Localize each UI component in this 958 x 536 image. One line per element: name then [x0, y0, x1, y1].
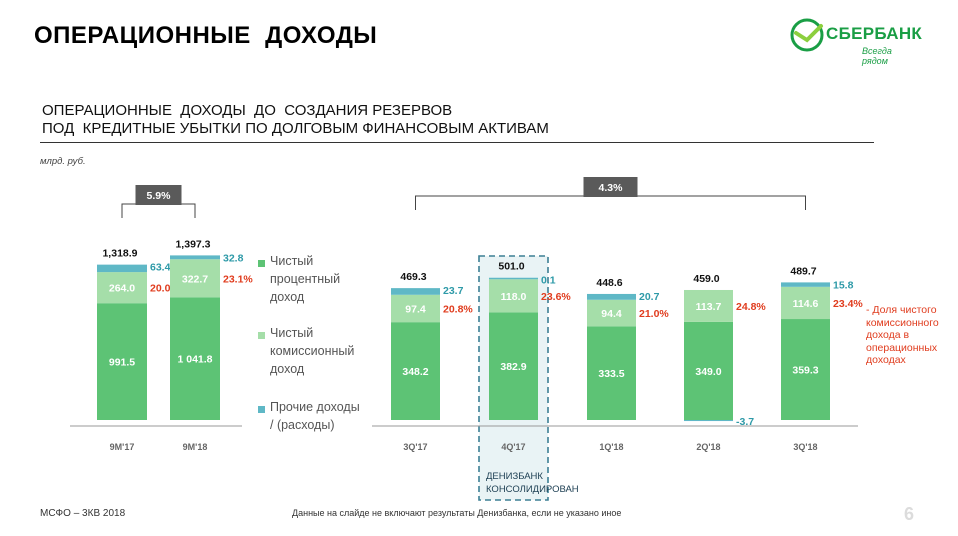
bar-other-4Q'17: [489, 277, 538, 280]
denizbank-label: ДЕНИЗБАНК КОНСОЛИДИРОВАН: [486, 471, 579, 495]
label-other-2Q'18: -3.7: [736, 416, 754, 428]
label-other-4Q'17: 0.1: [541, 275, 556, 287]
bar-other-3Q'18: [781, 282, 830, 287]
x-tick-2Q'18: 2Q'18: [696, 442, 720, 452]
bar-nii-9M'18: [170, 297, 220, 420]
bar-fee-2Q'18: [684, 289, 733, 322]
legend-swatch-nii: [258, 260, 265, 267]
label-other-3Q'18: 15.8: [833, 279, 854, 291]
label-fee-share-2Q'18: 24.8%: [736, 301, 766, 313]
chart-subtitle-line-2: ПОД КРЕДИТНЫЕ УБЫТКИ ПО ДОЛГОВЫМ ФИНАНСО…: [42, 120, 549, 137]
page-title: ОПЕРАЦИОННЫЕ ДОХОДЫ: [34, 22, 378, 49]
label-other-9M'17: 63.4: [150, 262, 171, 274]
bar-other-9M'17: [97, 264, 147, 273]
logo-slogan: Всегда рядом: [862, 46, 892, 66]
label-fee-2Q'18: 113.7: [696, 301, 722, 313]
bar-other-3Q'17: [391, 288, 440, 295]
label-fee-share-9M'18: 23.1%: [223, 273, 253, 285]
label-fee-1Q'18: 94.4: [601, 308, 622, 320]
label-total-4Q'17: 501.0: [498, 261, 524, 273]
label-nii-3Q'17: 348.2: [402, 366, 428, 378]
label-total-9M'18: 1,397.3: [175, 238, 210, 250]
label-other-3Q'17: 23.7: [443, 285, 464, 297]
bar-fee-3Q'17: [391, 294, 440, 323]
label-fee-share-3Q'17: 20.8%: [443, 303, 473, 315]
footer-report-label: МСФО – 3КВ 2018: [40, 508, 126, 519]
x-tick-4Q'17: 4Q'17: [501, 442, 525, 452]
x-tick-9M'18: 9M'18: [183, 442, 208, 452]
fee-share-note: - Доля чистого комиссионного дохода в оп…: [866, 304, 939, 366]
growth-label-0: 5.9%: [147, 190, 172, 202]
bar-other-1Q'18: [587, 293, 636, 300]
label-fee-share-1Q'18: 21.0%: [639, 308, 669, 320]
label-other-9M'18: 32.8: [223, 252, 244, 264]
bar-fee-3Q'18: [781, 286, 830, 320]
label-nii-2Q'18: 349.0: [695, 366, 721, 378]
bar-other-9M'18: [170, 255, 220, 260]
label-fee-share-4Q'17: 23.6%: [541, 291, 571, 303]
subtitle-divider: [40, 142, 874, 143]
label-nii-4Q'17: 382.9: [500, 361, 526, 373]
x-tick-3Q'18: 3Q'18: [793, 442, 817, 452]
footer-disclaimer: Данные на слайде не включают результаты …: [292, 508, 622, 518]
label-nii-9M'17: 991.5: [109, 357, 135, 369]
page-number: 6: [904, 504, 915, 524]
growth-bracket-0: [121, 203, 196, 218]
legend-swatch-other: [258, 406, 265, 413]
label-fee-3Q'17: 97.4: [405, 303, 426, 315]
label-fee-9M'17: 264.0: [109, 283, 135, 295]
unit-label: млрд. руб.: [40, 156, 86, 167]
x-tick-1Q'18: 1Q'18: [599, 442, 623, 452]
label-total-2Q'18: 459.0: [693, 273, 719, 285]
label-nii-3Q'18: 359.3: [792, 365, 818, 377]
bar-fee-4Q'17: [489, 279, 538, 313]
legend-label-fee: Чистый комиссионный доход: [270, 326, 355, 376]
label-fee-3Q'18: 114.6: [793, 298, 819, 310]
label-total-9M'17: 1,318.9: [102, 248, 137, 260]
legend-label-other: Прочие доходы / (расходы): [270, 400, 360, 432]
label-fee-4Q'17: 118.0: [501, 291, 527, 303]
legend-swatch-fee: [258, 332, 265, 339]
bar-nii-4Q'17: [489, 312, 538, 420]
growth-badge-1: [583, 177, 638, 197]
x-tick-3Q'17: 3Q'17: [403, 442, 427, 452]
bar-fee-9M'17: [97, 272, 147, 304]
label-total-3Q'17: 469.3: [400, 271, 426, 283]
label-total-3Q'18: 489.7: [790, 265, 816, 277]
bar-fee-1Q'18: [587, 299, 636, 327]
label-other-1Q'18: 20.7: [639, 291, 660, 303]
bar-other-2Q'18: [684, 420, 733, 422]
label-fee-9M'18: 322.7: [182, 273, 208, 285]
bar-fee-9M'18: [170, 259, 220, 298]
growth-bracket-1: [415, 195, 806, 210]
chart-subtitle-line-1: ОПЕРАЦИОННЫЕ ДОХОДЫ ДО СОЗДАНИЯ РЕЗЕРВОВ: [42, 102, 453, 119]
bar-nii-1Q'18: [587, 326, 636, 420]
bar-nii-3Q'18: [781, 319, 830, 420]
growth-badge-0: [135, 185, 182, 205]
label-nii-1Q'18: 333.5: [598, 368, 624, 380]
legend-label-nii: Чистый процентный доход: [270, 254, 341, 304]
label-fee-share-3Q'18: 23.4%: [833, 298, 863, 310]
x-tick-9M'17: 9M'17: [110, 442, 135, 452]
growth-label-1: 4.3%: [599, 182, 624, 194]
bar-nii-2Q'18: [684, 321, 733, 420]
label-total-1Q'18: 448.6: [596, 277, 622, 289]
sberbank-logo-icon: [790, 18, 824, 52]
bar-nii-3Q'17: [391, 322, 440, 420]
bar-nii-9M'17: [97, 303, 147, 420]
logo-name: СБЕРБАНК: [826, 24, 923, 43]
label-nii-9M'18: 1 041.8: [177, 354, 212, 366]
